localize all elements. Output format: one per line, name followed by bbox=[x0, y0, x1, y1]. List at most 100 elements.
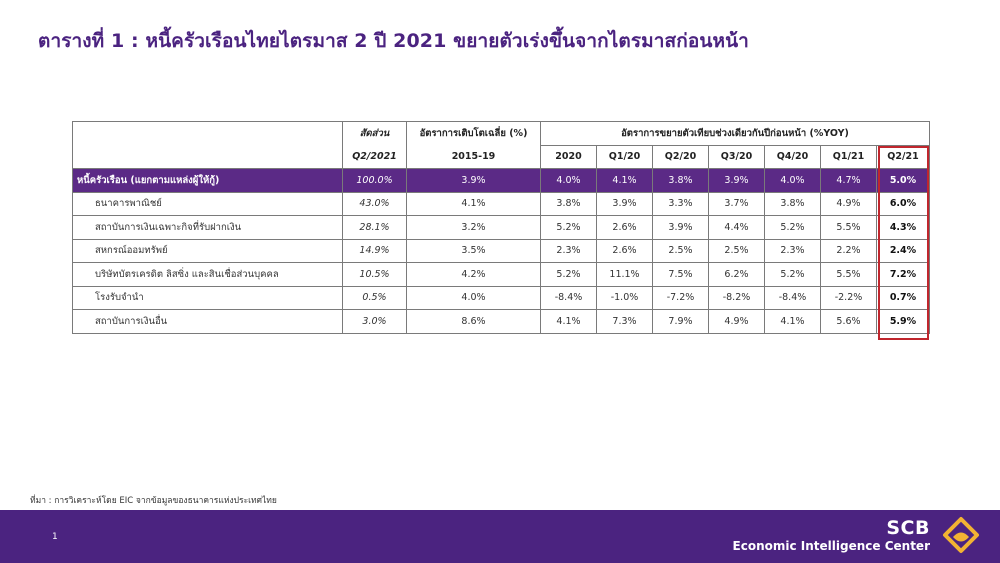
row-value: 4.1% bbox=[540, 309, 597, 334]
header-row-2: Q2/2021 2015-19 2020 Q1/20 Q2/20 Q3/20 Q… bbox=[73, 144, 930, 169]
row-value: 4.9% bbox=[708, 309, 765, 334]
row-value-latest: 6.0% bbox=[876, 191, 930, 216]
row-label: สถาบันการเงินเฉพาะกิจที่รับฝากเงิน bbox=[72, 215, 343, 240]
page-title: ตารางที่ 1 : หนี้ครัวเรือนไทยไตรมาส 2 ปี… bbox=[38, 30, 749, 52]
header-avg-label: อัตราการเติบโตเฉลี่ย (%) bbox=[406, 121, 541, 145]
row-value: 2.5% bbox=[708, 238, 765, 263]
header-row-1: สัดส่วน อัตราการเติบโตเฉลี่ย (%) อัตรากา… bbox=[72, 121, 930, 169]
source-note: ที่มา : การวิเคราะห์โดย EIC จากข้อมูลของ… bbox=[30, 496, 277, 506]
header-label-cell bbox=[72, 121, 343, 169]
row-label: สหกรณ์ออมทรัพย์ bbox=[72, 238, 343, 263]
row-value: 6.2% bbox=[708, 262, 765, 287]
header-period: Q1/20 bbox=[596, 144, 653, 169]
row-label: ธนาคารพาณิชย์ bbox=[72, 191, 343, 216]
footer-bar: 1 SCB Economic Intelligence Center bbox=[0, 510, 1000, 563]
row-value: 2.3% bbox=[540, 238, 597, 263]
table-row: สหกรณ์ออมทรัพย์ 14.9% 3.5% 2.3% 2.6% 2.5… bbox=[72, 238, 930, 263]
row-value: 3.9% bbox=[708, 168, 765, 193]
row-label: บริษัทบัตรเครดิต ลิสซิ่ง และสินเชื่อส่วน… bbox=[72, 262, 343, 287]
row-value: 2.5% bbox=[652, 238, 709, 263]
row-value-latest: 4.3% bbox=[876, 215, 930, 240]
row-value: -7.2% bbox=[652, 285, 709, 310]
row-value: 7.5% bbox=[652, 262, 709, 287]
header-share-period: Q2/2021 bbox=[342, 145, 407, 169]
row-value: 3.3% bbox=[652, 191, 709, 216]
row-share: 43.0% bbox=[342, 191, 407, 216]
page-number: 1 bbox=[52, 532, 58, 542]
row-value: 5.2% bbox=[764, 215, 821, 240]
row-value: 7.9% bbox=[652, 309, 709, 334]
row-value: 4.4% bbox=[708, 215, 765, 240]
header-period: Q4/20 bbox=[764, 144, 821, 169]
row-value: 2.2% bbox=[820, 238, 877, 263]
header-period: Q2/20 bbox=[652, 144, 709, 169]
header-period: Q1/21 bbox=[820, 144, 877, 169]
table-row: บริษัทบัตรเครดิต ลิสซิ่ง และสินเชื่อส่วน… bbox=[72, 262, 930, 287]
row-label: สถาบันการเงินอื่น bbox=[72, 309, 343, 334]
row-value: 3.8% bbox=[764, 191, 821, 216]
row-share: 3.0% bbox=[342, 309, 407, 334]
table-row-total: หนี้ครัวเรือน (แยกตามแหล่งผู้ให้กู้) 100… bbox=[72, 168, 930, 193]
row-value: 4.7% bbox=[820, 168, 877, 193]
header-period: Q2/21 bbox=[876, 144, 930, 169]
row-value: 5.2% bbox=[540, 215, 597, 240]
row-share: 10.5% bbox=[342, 262, 407, 287]
brand-name: SCB bbox=[886, 517, 930, 539]
table-row: ธนาคารพาณิชย์ 43.0% 4.1% 3.8% 3.9% 3.3% … bbox=[72, 191, 930, 216]
row-value: -1.0% bbox=[596, 285, 653, 310]
table-row: สถาบันการเงินอื่น 3.0% 8.6% 4.1% 7.3% 7.… bbox=[72, 309, 930, 334]
row-value: 4.1% bbox=[764, 309, 821, 334]
brand-block: SCB Economic Intelligence Center bbox=[733, 518, 930, 554]
row-value: 3.9% bbox=[596, 191, 653, 216]
row-value: 4.0% bbox=[540, 168, 597, 193]
row-value: 3.7% bbox=[708, 191, 765, 216]
row-value-latest: 5.0% bbox=[876, 168, 930, 193]
row-value: 3.8% bbox=[540, 191, 597, 216]
row-avg: 8.6% bbox=[406, 309, 541, 334]
row-value: 4.0% bbox=[764, 168, 821, 193]
row-value: 4.9% bbox=[820, 191, 877, 216]
row-value: 2.3% bbox=[764, 238, 821, 263]
header-share-label: สัดส่วน bbox=[342, 121, 407, 145]
header-period: Q3/20 bbox=[708, 144, 765, 169]
row-value: -8.4% bbox=[540, 285, 597, 310]
row-share: 100.0% bbox=[342, 168, 407, 193]
row-share: 14.9% bbox=[342, 238, 407, 263]
household-debt-table: สัดส่วน อัตราการเติบโตเฉลี่ย (%) อัตรากา… bbox=[72, 121, 930, 334]
row-avg: 4.2% bbox=[406, 262, 541, 287]
row-avg: 4.1% bbox=[406, 191, 541, 216]
row-value: 11.1% bbox=[596, 262, 653, 287]
table-row: โรงรับจำนำ 0.5% 4.0% -8.4% -1.0% -7.2% -… bbox=[72, 285, 930, 310]
brand-unit: Economic Intelligence Center bbox=[732, 539, 930, 553]
row-value: -8.2% bbox=[708, 285, 765, 310]
row-avg: 4.0% bbox=[406, 285, 541, 310]
row-avg: 3.2% bbox=[406, 215, 541, 240]
row-value: -8.4% bbox=[764, 285, 821, 310]
row-label: หนี้ครัวเรือน (แยกตามแหล่งผู้ให้กู้) bbox=[72, 168, 343, 193]
row-value: 3.9% bbox=[652, 215, 709, 240]
scb-lotus-logo-icon bbox=[943, 517, 979, 553]
row-avg: 3.9% bbox=[406, 168, 541, 193]
row-label: โรงรับจำนำ bbox=[72, 285, 343, 310]
header-yoy-label: อัตราการขยายตัวเทียบช่วงเดียวกันปีก่อนหน… bbox=[540, 121, 930, 146]
row-value-latest: 2.4% bbox=[876, 238, 930, 263]
header-period: 2020 bbox=[540, 144, 597, 169]
row-value: 5.5% bbox=[820, 215, 877, 240]
row-value: 5.2% bbox=[764, 262, 821, 287]
row-value: 4.1% bbox=[596, 168, 653, 193]
row-value: -2.2% bbox=[820, 285, 877, 310]
row-value: 3.8% bbox=[652, 168, 709, 193]
row-value-latest: 7.2% bbox=[876, 262, 930, 287]
row-value-latest: 5.9% bbox=[876, 309, 930, 334]
row-value-latest: 0.7% bbox=[876, 285, 930, 310]
row-value: 5.2% bbox=[540, 262, 597, 287]
row-value: 7.3% bbox=[596, 309, 653, 334]
row-value: 2.6% bbox=[596, 238, 653, 263]
row-value: 2.6% bbox=[596, 215, 653, 240]
row-avg: 3.5% bbox=[406, 238, 541, 263]
row-value: 5.5% bbox=[820, 262, 877, 287]
row-share: 28.1% bbox=[342, 215, 407, 240]
row-value: 5.6% bbox=[820, 309, 877, 334]
table-row: สถาบันการเงินเฉพาะกิจที่รับฝากเงิน 28.1%… bbox=[72, 215, 930, 240]
header-avg-period: 2015-19 bbox=[406, 145, 541, 169]
